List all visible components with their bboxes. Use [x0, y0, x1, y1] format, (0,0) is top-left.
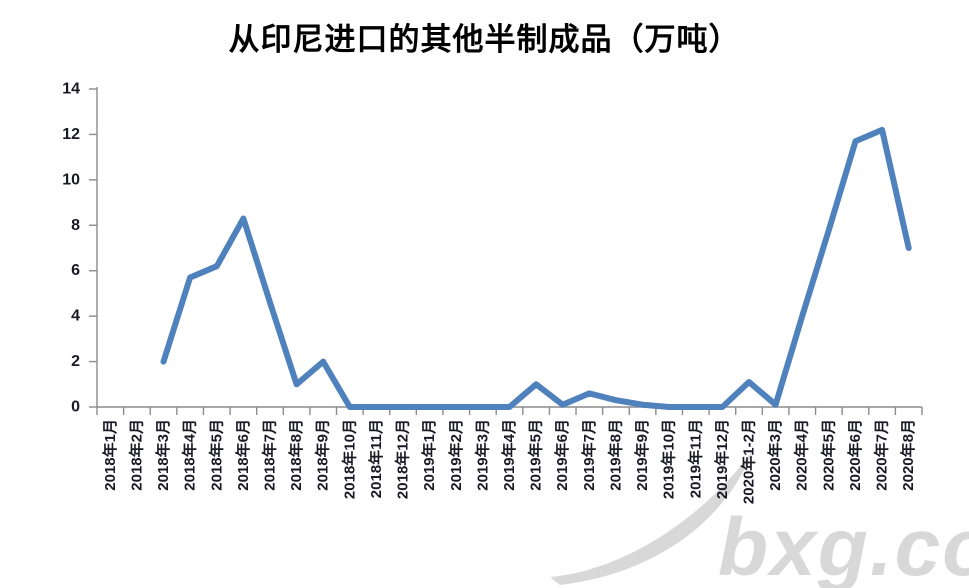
x-axis-label: 2019年9月	[633, 419, 651, 491]
x-axis-label: 2019年5月	[527, 419, 545, 491]
x-axis-label: 2018年11月	[367, 419, 385, 498]
x-axis-label: 2019年4月	[500, 419, 518, 491]
x-axis-label: 2020年4月	[793, 419, 811, 491]
x-axis-label: 2019年2月	[447, 419, 465, 491]
x-axis-label: 2018年5月	[207, 419, 225, 491]
y-tick-label: 2	[71, 353, 80, 370]
x-axis-label: 2020年6月	[846, 419, 864, 491]
x-axis-label: 2020年8月	[899, 419, 917, 491]
x-axis-label: 2018年2月	[127, 419, 145, 491]
x-axis-label: 2018年9月	[314, 419, 332, 491]
x-axis-label: 2018年1月	[101, 419, 119, 491]
chart-title: 从印尼进口的其他半制成品（万吨）	[228, 22, 741, 57]
y-tick-label: 6	[71, 262, 80, 279]
y-tick-label: 14	[62, 81, 80, 98]
y-tick-label: 0	[71, 399, 80, 416]
x-axis-label: 2018年8月	[287, 419, 305, 491]
data-line	[160, 126, 912, 410]
x-axis-label: 2018年4月	[181, 419, 199, 491]
x-axis-label: 2019年3月	[473, 419, 491, 491]
x-axis-label: 2020年1-2月	[740, 419, 758, 504]
y-tick-label: 12	[62, 126, 80, 143]
x-axis-label: 2019年1月	[420, 419, 438, 491]
x-axis-label: 2019年6月	[553, 419, 571, 491]
x-axis-label: 2018年3月	[154, 419, 172, 491]
x-axis-label: 2019年11月	[686, 419, 704, 498]
x-axis-label: 2019年8月	[607, 419, 625, 491]
x-axis-label: 2020年3月	[766, 419, 784, 491]
x-axis-label: 2018年6月	[234, 419, 252, 491]
x-axis-label: 2019年10月	[660, 419, 678, 499]
x-axis-label: 2018年10月	[340, 419, 358, 499]
x-axis-label: 2019年12月	[713, 419, 731, 499]
x-axis-label: 2018年7月	[261, 419, 279, 491]
x-axis-label: 2020年5月	[819, 419, 837, 491]
x-axis-label: 2018年12月	[394, 419, 412, 499]
y-tick-label: 4	[71, 308, 80, 325]
y-tick-label: 10	[62, 171, 80, 188]
y-tick-label: 8	[71, 217, 80, 234]
x-axis-label: 2020年7月	[873, 419, 891, 491]
x-axis-label: 2019年7月	[580, 419, 598, 491]
